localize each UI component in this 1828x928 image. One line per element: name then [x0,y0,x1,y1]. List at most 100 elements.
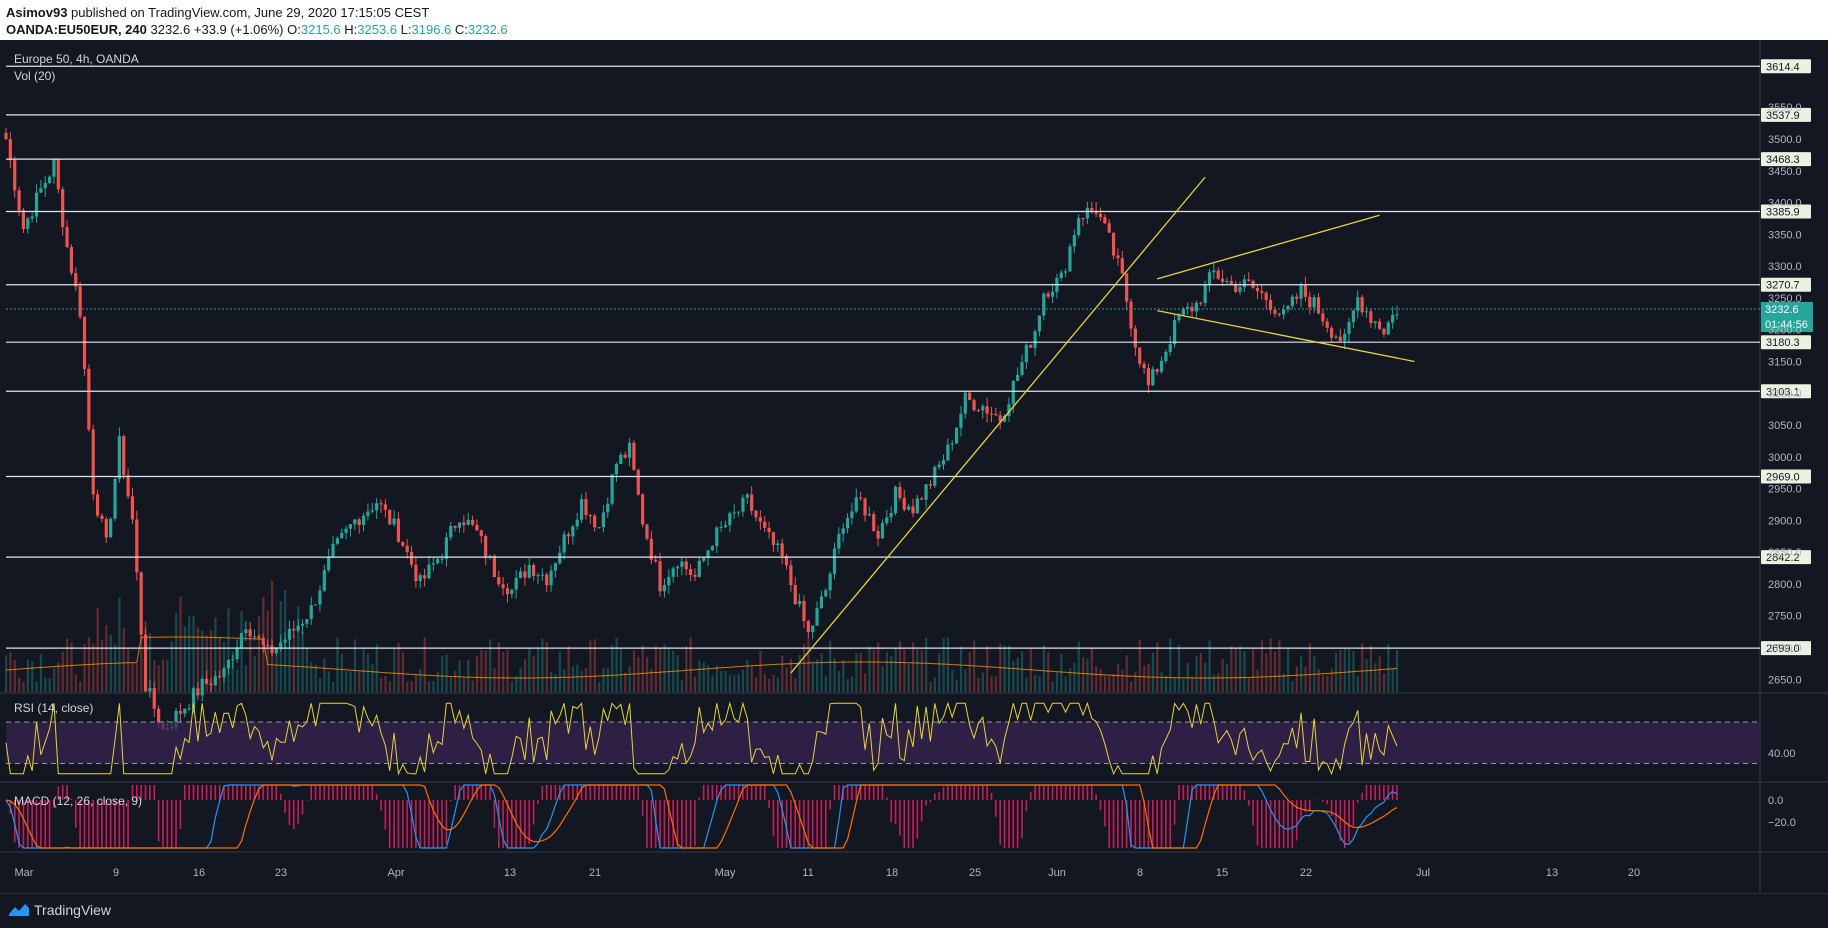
candle-body [1221,279,1224,282]
volume-bar [807,639,809,692]
macd-histogram-bar [206,785,208,800]
candle-body [1164,352,1167,361]
macd-histogram-bar [419,800,421,848]
volume-bar [572,667,574,692]
macd-histogram-bar [276,785,278,800]
volume-bar [79,682,81,692]
volume-bar [1095,666,1097,692]
macd-histogram-bar [764,785,766,800]
volume-bar [62,652,64,692]
macd-histogram-bar [1370,785,1372,800]
candle-body [135,519,138,572]
author-name[interactable]: Asimov93 [6,5,67,20]
macd-title[interactable]: MACD (12, 26, close, 9) [14,794,142,808]
volume-bar [755,677,757,692]
macd-histogram-bar [973,785,975,800]
candle-body [1134,329,1137,348]
macd-histogram-bar [258,785,260,800]
candle-body [467,520,470,525]
candle [894,486,897,516]
macd-histogram-bar [716,785,718,800]
candle-body [201,679,204,696]
candle-body [584,499,587,515]
volume-bar [480,650,482,692]
volume-bar [899,641,901,692]
candle-body [327,557,330,570]
volume-bar [236,669,238,692]
volume-bar [860,653,862,692]
candle-body [781,543,784,556]
volume-bar [1379,657,1381,692]
candle-body [789,565,792,585]
candle-body [1103,217,1106,223]
volume-indicator-label[interactable]: Vol (20) [14,69,55,83]
volume-bar [1121,670,1123,692]
candle-body [1108,223,1111,233]
price-tick-label: 3450.0 [1768,166,1802,178]
candle [641,493,644,527]
grid-lines [0,40,1828,893]
candle-body [331,544,334,557]
volume-bar [1139,639,1141,692]
price-tick-label: 2700.0 [1768,643,1802,655]
volume-bar [44,678,46,692]
candle-body [750,494,753,510]
candle [1151,366,1154,386]
volume-bar [602,668,604,692]
macd-histogram-bar [354,785,356,800]
macd-histogram-bar [746,785,748,800]
volume-bar [1030,649,1032,692]
candle-body [685,561,688,569]
candle-body [414,565,417,581]
candle-body [305,619,308,624]
candle-body [829,574,832,590]
chart-canvas[interactable]: 3614.43537.93468.33385.93270.73180.33103… [0,40,1828,893]
macd-histogram-bar [978,785,980,800]
candle-body [907,506,910,509]
volume-bar [1152,652,1154,692]
macd-histogram-bar [201,785,203,800]
volume-bar [615,638,617,692]
volume-bar [581,671,583,692]
volume-bar [498,642,500,692]
candle-body [501,584,504,588]
macd-histogram-bar [912,800,914,848]
volume-bar [1021,652,1023,692]
macd-histogram-bar [450,800,452,801]
time-tick-label: 20 [1628,867,1640,879]
volume-bar [563,669,565,692]
macd-histogram-bar [851,785,853,800]
candle-body [715,528,718,547]
candle-body [994,414,997,415]
rsi-title[interactable]: RSI (14, close) [14,701,93,715]
volume-bar [36,682,38,692]
macd-histogram-bar [651,800,653,848]
price-tick-label: 2650.0 [1768,674,1802,686]
macd-histogram-bar [1183,785,1185,800]
volume-bar [1091,648,1093,692]
volume-bar [114,644,116,692]
candle-body [497,577,500,584]
macd-histogram-bar [1326,800,1328,804]
macd-histogram-bar [1100,800,1102,810]
candle-body [406,546,409,552]
volume-bar [677,655,679,692]
candle-body [1156,369,1159,372]
macd-histogram-bar [886,797,888,800]
candle-body [1256,288,1259,291]
tradingview-brand[interactable]: TradingView [34,902,111,918]
volume-bar [450,677,452,692]
level-label: 3270.7 [1766,280,1800,292]
candle [1068,244,1071,272]
candle-body [711,546,714,550]
volume-bar [53,668,55,692]
candle-body [580,499,583,520]
candle-body [911,506,914,513]
macd-histogram-bar [341,785,343,800]
candle [240,633,243,649]
volume-bar [1017,658,1019,692]
macd-histogram-bar [991,793,993,800]
candle-body [384,504,387,509]
volume-bar [419,669,421,692]
volume-bar [9,652,11,692]
